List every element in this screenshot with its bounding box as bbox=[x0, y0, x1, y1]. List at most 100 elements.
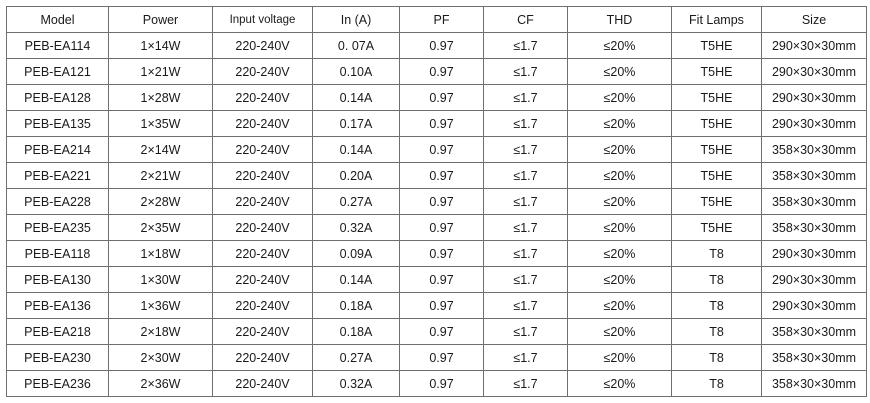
header-power: Power bbox=[108, 6, 213, 33]
header-size: Size bbox=[761, 6, 867, 33]
cell-model: PEB-EA230 bbox=[6, 344, 109, 371]
cell-thd: ≤20% bbox=[567, 214, 672, 241]
ballast-spec-table: Model Power Input voltage In (A) PF CF T… bbox=[6, 6, 867, 397]
cell-size: 358×30×30mm bbox=[761, 214, 867, 241]
cell-cf: ≤1.7 bbox=[483, 292, 568, 319]
table-row: PEB-EA235 2×35W 220-240V 0.32A 0.97 ≤1.7 ≤20% T… bbox=[6, 214, 867, 241]
cell-power: 2×14W bbox=[108, 136, 213, 163]
header-model: Model bbox=[6, 6, 109, 33]
cell-size: 290×30×30mm bbox=[761, 240, 867, 267]
cell-thd: ≤20% bbox=[567, 266, 672, 293]
cell-size: 358×30×30mm bbox=[761, 344, 867, 371]
cell-size: 358×30×30mm bbox=[761, 136, 867, 163]
cell-power: 2×30W bbox=[108, 344, 213, 371]
cell-power: 1×18W bbox=[108, 240, 213, 267]
cell-model: PEB-EA128 bbox=[6, 84, 109, 111]
table-row: PEB-EA130 1×30W 220-240V 0.14A 0.97 ≤1.7 ≤20% T… bbox=[6, 266, 867, 293]
cell-thd: ≤20% bbox=[567, 240, 672, 267]
cell-thd: ≤20% bbox=[567, 162, 672, 189]
cell-fit-lamps: T5HE bbox=[671, 84, 762, 111]
cell-fit-lamps: T8 bbox=[671, 292, 762, 319]
cell-input-voltage: 220-240V bbox=[212, 136, 313, 163]
cell-input-voltage: 220-240V bbox=[212, 32, 313, 59]
table-row: PEB-EA135 1×35W 220-240V 0.17A 0.97 ≤1.7 ≤20% T… bbox=[6, 110, 867, 137]
cell-thd: ≤20% bbox=[567, 344, 672, 371]
cell-pf: 0.97 bbox=[399, 214, 484, 241]
cell-thd: ≤20% bbox=[567, 136, 672, 163]
cell-current: 0.14A bbox=[312, 266, 400, 293]
cell-thd: ≤20% bbox=[567, 84, 672, 111]
header-pf: PF bbox=[399, 6, 484, 33]
cell-pf: 0.97 bbox=[399, 344, 484, 371]
cell-model: PEB-EA236 bbox=[6, 370, 109, 397]
cell-fit-lamps: T5HE bbox=[671, 32, 762, 59]
cell-input-voltage: 220-240V bbox=[212, 214, 313, 241]
cell-fit-lamps: T5HE bbox=[671, 58, 762, 85]
cell-current: 0.14A bbox=[312, 84, 400, 111]
cell-current: 0.10A bbox=[312, 58, 400, 85]
cell-cf: ≤1.7 bbox=[483, 32, 568, 59]
cell-cf: ≤1.7 bbox=[483, 188, 568, 215]
cell-input-voltage: 220-240V bbox=[212, 292, 313, 319]
cell-cf: ≤1.7 bbox=[483, 214, 568, 241]
cell-size: 290×30×30mm bbox=[761, 58, 867, 85]
cell-thd: ≤20% bbox=[567, 188, 672, 215]
cell-power: 2×18W bbox=[108, 318, 213, 345]
cell-fit-lamps: T5HE bbox=[671, 214, 762, 241]
cell-power: 2×36W bbox=[108, 370, 213, 397]
cell-current: 0.14A bbox=[312, 136, 400, 163]
cell-input-voltage: 220-240V bbox=[212, 162, 313, 189]
cell-thd: ≤20% bbox=[567, 370, 672, 397]
cell-current: 0.18A bbox=[312, 318, 400, 345]
cell-model: PEB-EA118 bbox=[6, 240, 109, 267]
cell-thd: ≤20% bbox=[567, 32, 672, 59]
cell-model: PEB-EA235 bbox=[6, 214, 109, 241]
cell-pf: 0.97 bbox=[399, 162, 484, 189]
cell-fit-lamps: T5HE bbox=[671, 110, 762, 137]
cell-pf: 0.97 bbox=[399, 292, 484, 319]
cell-cf: ≤1.7 bbox=[483, 370, 568, 397]
cell-cf: ≤1.7 bbox=[483, 136, 568, 163]
cell-pf: 0.97 bbox=[399, 266, 484, 293]
cell-pf: 0.97 bbox=[399, 110, 484, 137]
cell-pf: 0.97 bbox=[399, 188, 484, 215]
cell-size: 290×30×30mm bbox=[761, 292, 867, 319]
cell-power: 2×21W bbox=[108, 162, 213, 189]
table-header-row: Model Power Input voltage In (A) PF CF T… bbox=[6, 6, 867, 33]
table-row: PEB-EA221 2×21W 220-240V 0.20A 0.97 ≤1.7 ≤20% T… bbox=[6, 162, 867, 189]
cell-input-voltage: 220-240V bbox=[212, 240, 313, 267]
cell-cf: ≤1.7 bbox=[483, 240, 568, 267]
cell-cf: ≤1.7 bbox=[483, 318, 568, 345]
cell-size: 358×30×30mm bbox=[761, 318, 867, 345]
cell-power: 1×21W bbox=[108, 58, 213, 85]
cell-pf: 0.97 bbox=[399, 58, 484, 85]
cell-thd: ≤20% bbox=[567, 292, 672, 319]
cell-thd: ≤20% bbox=[567, 58, 672, 85]
cell-current: 0.20A bbox=[312, 162, 400, 189]
table-row: PEB-EA230 2×30W 220-240V 0.27A 0.97 ≤1.7 ≤20% T… bbox=[6, 344, 867, 371]
cell-input-voltage: 220-240V bbox=[212, 110, 313, 137]
cell-model: PEB-EA136 bbox=[6, 292, 109, 319]
cell-fit-lamps: T5HE bbox=[671, 188, 762, 215]
cell-model: PEB-EA218 bbox=[6, 318, 109, 345]
cell-pf: 0.97 bbox=[399, 318, 484, 345]
cell-fit-lamps: T8 bbox=[671, 318, 762, 345]
cell-thd: ≤20% bbox=[567, 110, 672, 137]
cell-cf: ≤1.7 bbox=[483, 110, 568, 137]
cell-power: 1×36W bbox=[108, 292, 213, 319]
cell-pf: 0.97 bbox=[399, 32, 484, 59]
table-row: PEB-EA128 1×28W 220-240V 0.14A 0.97 ≤1.7 ≤20% T… bbox=[6, 84, 867, 111]
cell-input-voltage: 220-240V bbox=[212, 344, 313, 371]
header-input-voltage: Input voltage bbox=[212, 6, 313, 33]
cell-model: PEB-EA221 bbox=[6, 162, 109, 189]
header-fit-lamps: Fit Lamps bbox=[671, 6, 762, 33]
table-row: PEB-EA228 2×28W 220-240V 0.27A 0.97 ≤1.7 ≤20% T… bbox=[6, 188, 867, 215]
cell-fit-lamps: T8 bbox=[671, 344, 762, 371]
cell-thd: ≤20% bbox=[567, 318, 672, 345]
header-cf: CF bbox=[483, 6, 568, 33]
table-row: PEB-EA118 1×18W 220-240V 0.09A 0.97 ≤1.7 ≤20% T… bbox=[6, 240, 867, 267]
cell-size: 290×30×30mm bbox=[761, 110, 867, 137]
cell-pf: 0.97 bbox=[399, 240, 484, 267]
cell-model: PEB-EA114 bbox=[6, 32, 109, 59]
cell-pf: 0.97 bbox=[399, 370, 484, 397]
